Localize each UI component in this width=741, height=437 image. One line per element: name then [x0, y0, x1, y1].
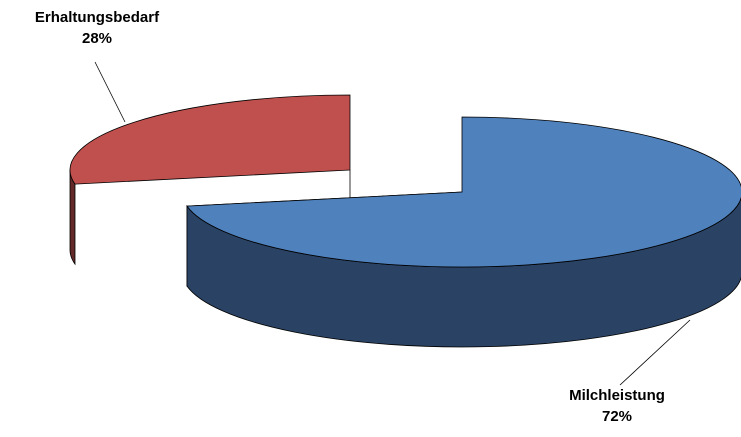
slice-top-erhaltungsbedarf: [69, 94, 351, 185]
slice-label-milchleistung: Milchleistung: [569, 387, 665, 404]
slice-value-milchleistung: 72%: [602, 408, 632, 425]
leader-line-erhaltungsbedarf: [94, 61, 126, 123]
slice-top-milchleistung: [186, 116, 741, 268]
leader-line-milchleistung: [619, 319, 691, 386]
slice-value-erhaltungsbedarf: 28%: [82, 30, 112, 47]
slice-side-erhaltungsbedarf: [69, 169, 76, 266]
slice-label-erhaltungsbedarf: Erhaltungsbedarf: [35, 9, 160, 26]
pie-slice-milchleistung: [186, 116, 741, 348]
